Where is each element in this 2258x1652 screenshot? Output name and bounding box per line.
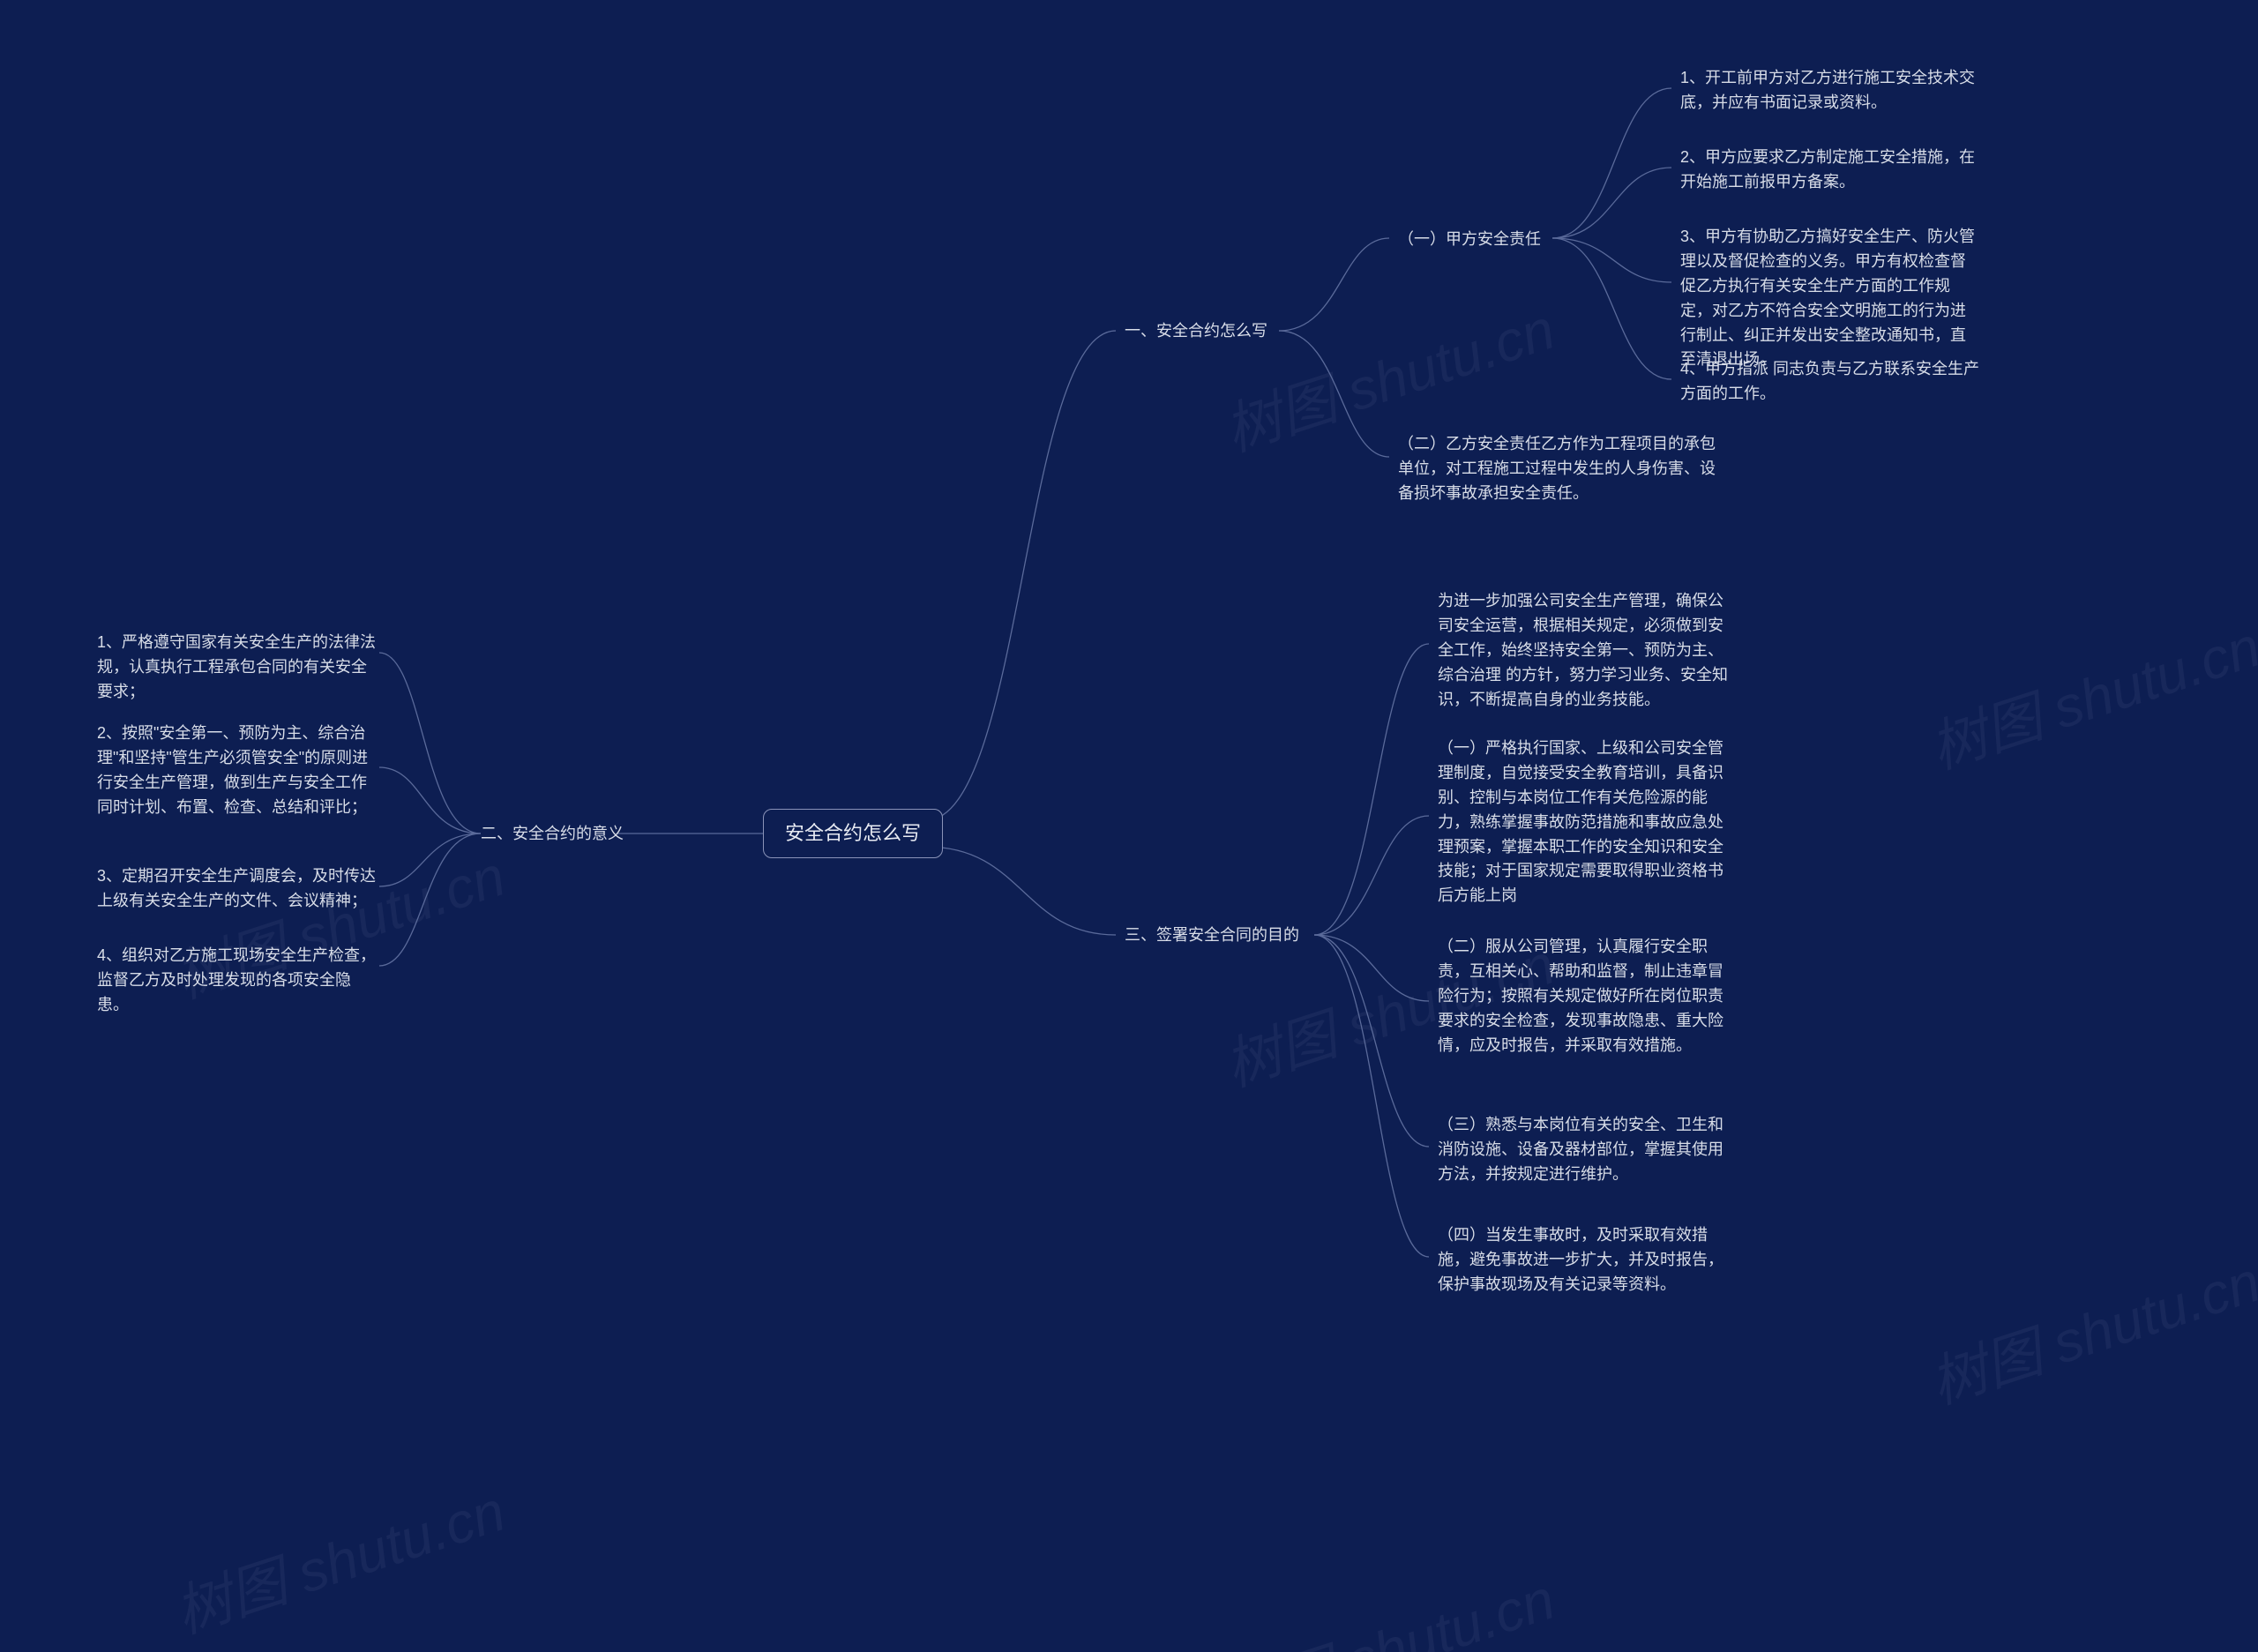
root-node: 安全合约怎么写 [763, 809, 943, 858]
watermark: 树图 shutu.cn [163, 1466, 513, 1648]
branch-3: 三、签署安全合同的目的 [1125, 923, 1299, 948]
branch-1a-leaf-2: 2、甲方应要求乙方制定施工安全措施，在开始施工前报甲方备案。 [1680, 146, 1980, 195]
watermark: 树图 shutu.cn [1918, 1237, 2258, 1419]
watermark: 树图 shutu.cn [1213, 1554, 1563, 1652]
branch-3-leaf-2: （二）服从公司管理，认真履行安全职责，互相关心、帮助和监督，制止违章冒险行为；按… [1438, 935, 1738, 1058]
branch-1a-leaf-1: 1、开工前甲方对乙方进行施工安全技术交底，并应有书面记录或资料。 [1680, 66, 1980, 116]
branch-2-leaf-2: 3、定期召开安全生产调度会，及时传达上级有关安全生产的文件、会议精神； [97, 864, 379, 914]
branch-3-leaf-1: （一）严格执行国家、上级和公司安全管理制度，自觉接受安全教育培训，具备识别、控制… [1438, 736, 1738, 908]
branch-1-sub-b: （二）乙方安全责任乙方作为工程项目的承包单位，对工程施工过程中发生的人身伤害、设… [1398, 432, 1716, 506]
branch-1a-leaf-4: 4、甲方指派 同志负责与乙方联系安全生产方面的工作。 [1680, 357, 1980, 407]
branch-2-leaf-0: 1、严格遵守国家有关安全生产的法律法规，认真执行工程承包合同的有关安全要求； [97, 631, 379, 705]
branch-3-leaf-4: （四）当发生事故时，及时采取有效措施，避免事故进一步扩大，并及时报告，保护事故现… [1438, 1223, 1738, 1297]
branch-1a-leaf-3: 3、甲方有协助乙方搞好安全生产、防火管理以及督促检查的义务。甲方有权检查督促乙方… [1680, 225, 1980, 372]
branch-2-leaf-1: 2、按照"安全第一、预防为主、综合治理"和坚持"管生产必须管安全"的原则进行安全… [97, 721, 379, 820]
branch-3-leaf-3: （三）熟悉与本岗位有关的安全、卫生和消防设施、设备及器材部位，掌握其使用方法，并… [1438, 1113, 1738, 1187]
branch-3-leaf-0: 为进一步加强公司安全生产管理，确保公司安全运营，根据相关规定，必须做到安全工作，… [1438, 589, 1738, 712]
branch-2: 二、安全合约的意义 [481, 822, 624, 847]
branch-1: 一、安全合约怎么写 [1125, 319, 1267, 344]
branch-2-leaf-3: 4、组织对乙方施工现场安全生产检查，监督乙方及时处理发现的各项安全隐患。 [97, 944, 379, 1018]
branch-1-sub-a: （一）甲方安全责任 [1398, 228, 1541, 252]
watermark: 树图 shutu.cn [1918, 602, 2258, 784]
